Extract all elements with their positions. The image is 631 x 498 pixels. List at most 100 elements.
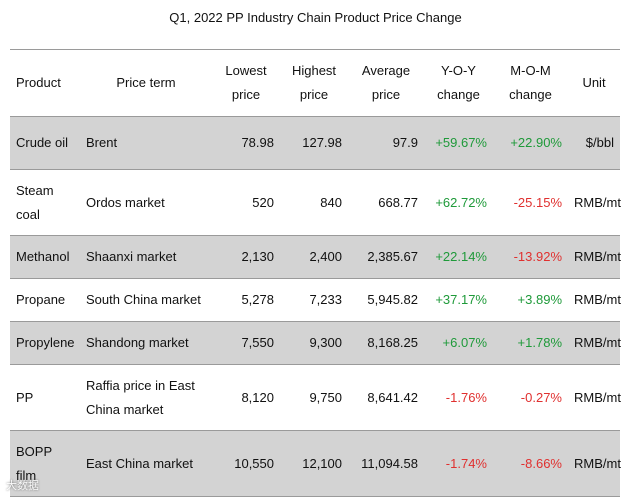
- price-term-text: Ordos market: [86, 194, 165, 210]
- product-text-line2: coal: [16, 206, 40, 222]
- header-average-line2: price: [371, 87, 401, 102]
- product-text-line1: Steam: [16, 182, 54, 198]
- cell-product: Crude oil: [10, 116, 80, 170]
- cell-lowest-price: 10,550: [212, 430, 280, 497]
- price-change-table: Product Price term Lowest price Highest …: [10, 49, 621, 497]
- header-yoy-change: Y-O-Y change: [424, 49, 493, 117]
- table-row: Steam coal Ordos market 520 840 668.77 +6…: [10, 169, 621, 236]
- cell-average-price: 11,094.58: [348, 430, 424, 497]
- cell-mom-change: +1.78%: [493, 321, 568, 365]
- header-yoy-line2: change: [437, 87, 480, 102]
- cell-yoy-change: +6.07%: [424, 321, 493, 365]
- header-unit: Unit: [568, 49, 620, 117]
- header-product: Product: [10, 49, 80, 117]
- cell-price-term: Raffia price in East China market: [80, 364, 212, 431]
- cell-mom-change: +3.89%: [493, 278, 568, 322]
- header-price-term: Price term: [80, 49, 212, 117]
- header-highest-line1: Highest: [291, 63, 337, 78]
- table-row: Propylene Shandong market 7,550 9,300 8,…: [10, 321, 621, 365]
- header-mom-line2: change: [509, 87, 552, 102]
- cell-unit: $/bbl: [568, 116, 620, 170]
- table-row: Propane South China market 5,278 7,233 5…: [10, 278, 621, 322]
- cell-price-term: Shaanxi market: [80, 235, 212, 279]
- cell-lowest-price: 5,278: [212, 278, 280, 322]
- cell-highest-price: 7,233: [280, 278, 348, 322]
- cell-average-price: 668.77: [348, 169, 424, 236]
- price-term-text: Brent: [86, 135, 118, 150]
- cell-price-term: Brent: [80, 116, 212, 170]
- cell-price-term: Ordos market: [80, 169, 212, 236]
- header-mom-line1: M-O-M: [510, 63, 551, 78]
- header-lowest-price: Lowest price: [212, 49, 280, 117]
- product-text: PP: [16, 389, 34, 405]
- table-row: Crude oil Brent 78.98 127.98 97.9 +59.67…: [10, 116, 620, 170]
- cell-product: PP: [10, 364, 80, 431]
- product-text: Crude oil: [16, 135, 69, 150]
- header-row: Product Price term Lowest price Highest …: [10, 49, 620, 117]
- price-term-text-line2: China market: [86, 401, 164, 417]
- table-row: Methanol Shaanxi market 2,130 2,400 2,38…: [10, 235, 621, 279]
- cell-unit: RMB/mt: [568, 278, 621, 322]
- price-term-text: East China market: [86, 455, 193, 471]
- cell-highest-price: 9,300: [280, 321, 348, 365]
- watermark: 大数据: [6, 480, 39, 492]
- cell-mom-change: -13.92%: [493, 235, 568, 279]
- product-text: Propane: [16, 292, 66, 307]
- cell-unit: RMB/mt: [568, 235, 621, 279]
- cell-mom-change: -8.66%: [493, 430, 568, 497]
- cell-highest-price: 9,750: [280, 364, 348, 431]
- cell-highest-price: 840: [280, 169, 348, 236]
- table-row: PP Raffia price in East China market 8,12…: [10, 364, 621, 431]
- cell-yoy-change: -1.76%: [424, 364, 493, 431]
- header-highest-line2: price: [299, 87, 329, 102]
- table-row: BOPP film East China market 10,550 12,100…: [10, 430, 621, 497]
- cell-unit: RMB/mt: [568, 364, 621, 431]
- table-title: Q1, 2022 PP Industry Chain Product Price…: [169, 10, 462, 25]
- cell-average-price: 97.9: [348, 116, 424, 170]
- cell-lowest-price: 520: [212, 169, 280, 236]
- header-lowest-line2: price: [231, 87, 261, 102]
- cell-lowest-price: 8,120: [212, 364, 280, 431]
- product-text-line1: BOPP: [16, 443, 53, 459]
- cell-price-term: Shandong market: [80, 321, 212, 365]
- cell-product: Methanol: [10, 235, 80, 279]
- cell-yoy-change: +37.17%: [424, 278, 493, 322]
- cell-highest-price: 127.98: [280, 116, 348, 170]
- price-term-text: Shandong market: [86, 335, 189, 350]
- cell-average-price: 5,945.82: [348, 278, 424, 322]
- cell-unit: RMB/mt: [568, 321, 621, 365]
- cell-average-price: 8,641.42: [348, 364, 424, 431]
- cell-price-term: South China market: [80, 278, 212, 322]
- cell-unit: RMB/mt: [568, 430, 621, 497]
- cell-average-price: 8,168.25: [348, 321, 424, 365]
- header-average-price: Average price: [348, 49, 424, 117]
- cell-lowest-price: 2,130: [212, 235, 280, 279]
- cell-yoy-change: +59.67%: [424, 116, 493, 170]
- header-average-line1: Average: [361, 63, 411, 78]
- product-text: Methanol: [16, 249, 70, 264]
- price-term-text-line1: Raffia price in East: [86, 377, 195, 393]
- header-highest-price: Highest price: [280, 49, 348, 117]
- cell-product: Propylene: [10, 321, 80, 365]
- cell-lowest-price: 78.98: [212, 116, 280, 170]
- header-lowest-line1: Lowest: [225, 63, 267, 78]
- cell-yoy-change: +62.72%: [424, 169, 493, 236]
- cell-mom-change: -0.27%: [493, 364, 568, 431]
- header-yoy-line1: Y-O-Y: [441, 63, 476, 78]
- product-text: Propylene: [16, 335, 75, 350]
- cell-product: Propane: [10, 278, 80, 322]
- cell-product: Steam coal: [10, 169, 80, 236]
- cell-price-term: East China market: [80, 430, 212, 497]
- cell-lowest-price: 7,550: [212, 321, 280, 365]
- cell-highest-price: 12,100: [280, 430, 348, 497]
- cell-average-price: 2,385.67: [348, 235, 424, 279]
- cell-mom-change: -25.15%: [493, 169, 568, 236]
- price-term-text: Shaanxi market: [86, 249, 177, 264]
- cell-highest-price: 2,400: [280, 235, 348, 279]
- product-text-line2: film: [16, 467, 37, 483]
- price-term-text: South China market: [86, 292, 201, 307]
- cell-product: BOPP film: [10, 430, 80, 497]
- cell-yoy-change: +22.14%: [424, 235, 493, 279]
- cell-yoy-change: -1.74%: [424, 430, 493, 497]
- cell-unit: RMB/mt: [568, 169, 621, 236]
